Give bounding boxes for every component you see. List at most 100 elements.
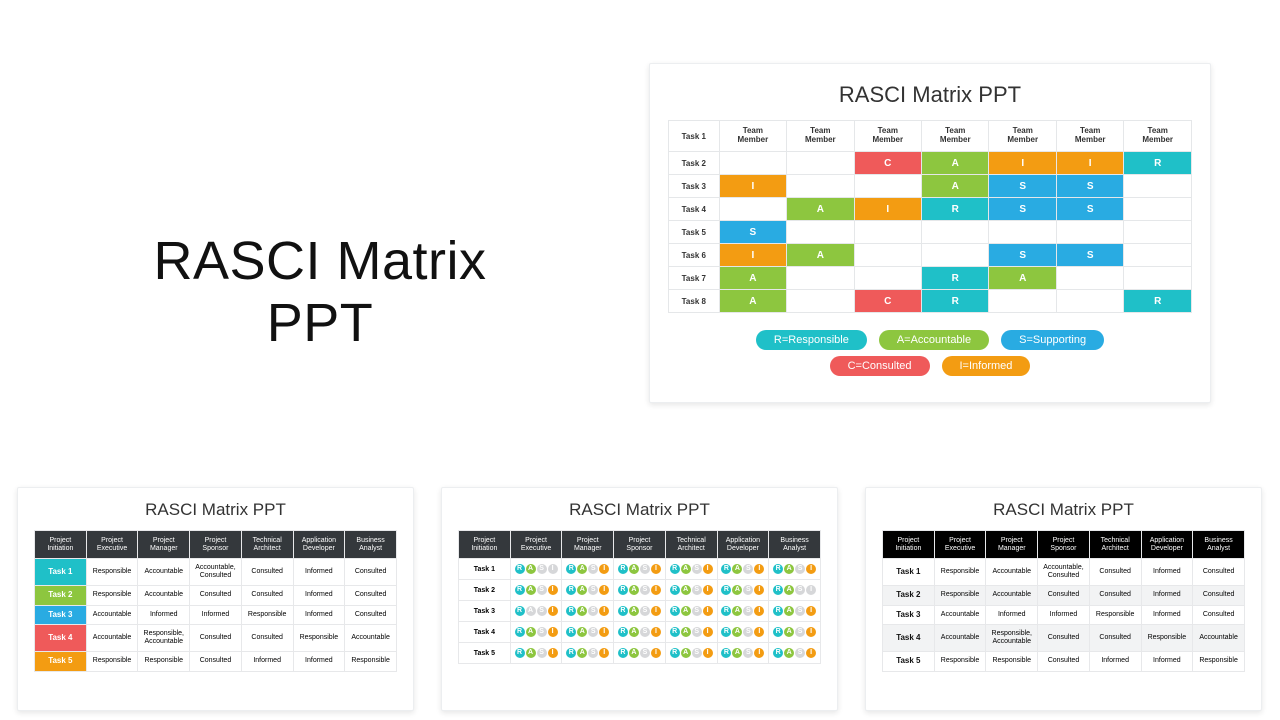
role-header: ProjectInitiation xyxy=(883,531,935,559)
value-cell: Accountable xyxy=(138,585,190,605)
dots-cell: RASI xyxy=(665,622,717,643)
value-cell: Consulted xyxy=(1038,651,1090,671)
matrix-cell: R xyxy=(922,290,989,313)
matrix-cell: S xyxy=(1056,175,1123,198)
dots-cell: RASI xyxy=(510,622,562,643)
rasi-dot: I xyxy=(754,606,764,616)
dots-cell: RASI xyxy=(717,559,769,580)
rasi-dot: S xyxy=(640,627,650,637)
value-cell: Informed xyxy=(138,605,190,625)
rasi-dot: S xyxy=(537,564,547,574)
matrix-cell: I xyxy=(1056,152,1123,175)
dots-cell: RASI xyxy=(665,580,717,601)
value-cell: Accountable xyxy=(86,605,138,625)
rasi-dot: R xyxy=(721,648,731,658)
role-header: ApplicationDeveloper xyxy=(717,531,769,559)
dots-cell: RASI xyxy=(614,559,666,580)
rasi-dot: A xyxy=(732,648,742,658)
matrix-cell xyxy=(787,267,854,290)
value-cell: Consulted xyxy=(1193,559,1245,585)
task-cell: Task 4 xyxy=(883,625,935,651)
rasi-dot: R xyxy=(566,585,576,595)
task-row-label: Task 3 xyxy=(669,175,720,198)
rasi-dot: S xyxy=(795,648,805,658)
value-cell: Responsible xyxy=(138,651,190,671)
matrix-cell xyxy=(787,152,854,175)
value-cell: Responsible xyxy=(1141,625,1193,651)
matrix-cell: A xyxy=(719,267,786,290)
rasi-dot: S xyxy=(537,585,547,595)
role-header: ProjectExecutive xyxy=(934,531,986,559)
dots-cell: RASI xyxy=(665,643,717,664)
value-cell: Responsible xyxy=(934,559,986,585)
matrix-cell: A xyxy=(787,198,854,221)
value-cell: Accountable, Consulted xyxy=(1038,559,1090,585)
rasi-dot: S xyxy=(743,627,753,637)
value-cell: Informed xyxy=(293,605,345,625)
role-header: ProjectInitiation xyxy=(35,531,87,559)
dots-cell: RASI xyxy=(510,559,562,580)
rasi-dot: S xyxy=(537,648,547,658)
role-header: ProjectManager xyxy=(138,531,190,559)
rasi-dot: A xyxy=(784,564,794,574)
task-cell: Task 5 xyxy=(883,651,935,671)
rasi-dot: I xyxy=(754,648,764,658)
matrix-cell: I xyxy=(719,175,786,198)
matrix-cell: R xyxy=(922,198,989,221)
role-header: ProjectSponsor xyxy=(614,531,666,559)
matrix-cell: S xyxy=(989,198,1056,221)
value-cell: Responsible xyxy=(86,559,138,585)
value-cell: Accountable xyxy=(986,559,1038,585)
rasi-dot: A xyxy=(681,606,691,616)
rasi-dot: I xyxy=(703,585,713,595)
role-header: BusinessAnalyst xyxy=(769,531,821,559)
slide1-col-header: TeamMember xyxy=(922,121,989,152)
rasi-dot: A xyxy=(732,627,742,637)
matrix-cell: R xyxy=(1124,290,1192,313)
matrix-cell xyxy=(787,175,854,198)
dots-cell: RASI xyxy=(769,622,821,643)
matrix-cell: A xyxy=(922,152,989,175)
task-cell: Task 2 xyxy=(883,585,935,605)
page-title: RASCI Matrix PPT xyxy=(90,230,550,354)
rasi-dot: A xyxy=(784,585,794,595)
value-cell: Consulted xyxy=(190,625,242,651)
rasi-dot: I xyxy=(754,627,764,637)
rasi-dot: A xyxy=(629,564,639,574)
rasi-dot: I xyxy=(548,564,558,574)
rasi-dot: A xyxy=(681,564,691,574)
rasi-dot: R xyxy=(773,627,783,637)
slide2-table: ProjectInitiationProjectExecutiveProject… xyxy=(34,530,397,672)
slide1-col-header: TeamMember xyxy=(1124,121,1192,152)
value-cell: Responsible xyxy=(986,651,1038,671)
rasi-dot: I xyxy=(651,564,661,574)
role-header: ApplicationDeveloper xyxy=(293,531,345,559)
task-cell: Task 4 xyxy=(35,625,87,651)
rasi-dot: A xyxy=(681,627,691,637)
rasi-dot: S xyxy=(588,648,598,658)
rasi-dot: I xyxy=(651,627,661,637)
dots-cell: RASI xyxy=(614,601,666,622)
value-cell: Responsible xyxy=(934,651,986,671)
matrix-cell: A xyxy=(719,290,786,313)
rasi-dot: I xyxy=(651,648,661,658)
rasi-dot: R xyxy=(515,606,525,616)
rasi-dot: I xyxy=(806,648,816,658)
matrix-cell xyxy=(1124,221,1192,244)
value-cell: Accountable xyxy=(934,605,986,625)
rasi-dot: S xyxy=(537,627,547,637)
task-row-label: Task 6 xyxy=(669,244,720,267)
value-cell: Consulted xyxy=(241,625,293,651)
task-row-label: Task 5 xyxy=(669,221,720,244)
matrix-cell: C xyxy=(854,290,921,313)
matrix-cell xyxy=(719,198,786,221)
rasi-dot: A xyxy=(577,627,587,637)
rasi-dot: A xyxy=(629,606,639,616)
dots-cell: RASI xyxy=(769,601,821,622)
matrix-cell: A xyxy=(787,244,854,267)
value-cell: Responsible xyxy=(241,605,293,625)
rasi-dot: R xyxy=(773,564,783,574)
dots-cell: RASI xyxy=(614,643,666,664)
rasi-dot: R xyxy=(566,564,576,574)
dots-cell: RASI xyxy=(769,643,821,664)
